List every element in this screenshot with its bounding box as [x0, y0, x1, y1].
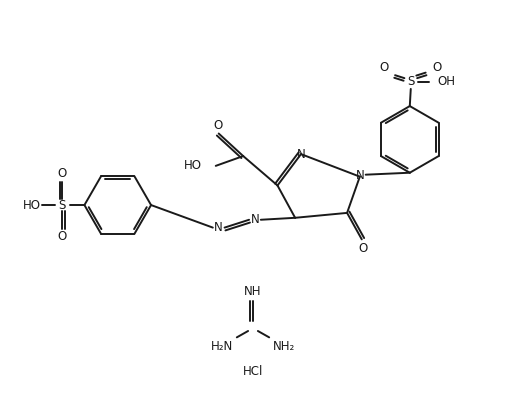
Text: O: O [58, 230, 67, 243]
Text: O: O [359, 242, 368, 255]
Text: H₂N: H₂N [211, 340, 233, 353]
Text: HO: HO [184, 159, 202, 172]
Text: HO: HO [23, 198, 41, 212]
Text: O: O [213, 119, 222, 132]
Text: O: O [58, 167, 67, 180]
Text: S: S [59, 198, 66, 212]
Text: N: N [296, 148, 306, 161]
Text: N: N [214, 221, 223, 234]
Text: NH: NH [244, 285, 262, 298]
Text: O: O [380, 62, 389, 74]
Text: S: S [407, 75, 415, 88]
Text: OH: OH [438, 75, 456, 88]
Text: NH₂: NH₂ [273, 340, 295, 353]
Text: O: O [433, 62, 442, 74]
Text: HCl: HCl [243, 365, 263, 378]
Text: N: N [356, 169, 364, 182]
Text: N: N [250, 213, 260, 226]
